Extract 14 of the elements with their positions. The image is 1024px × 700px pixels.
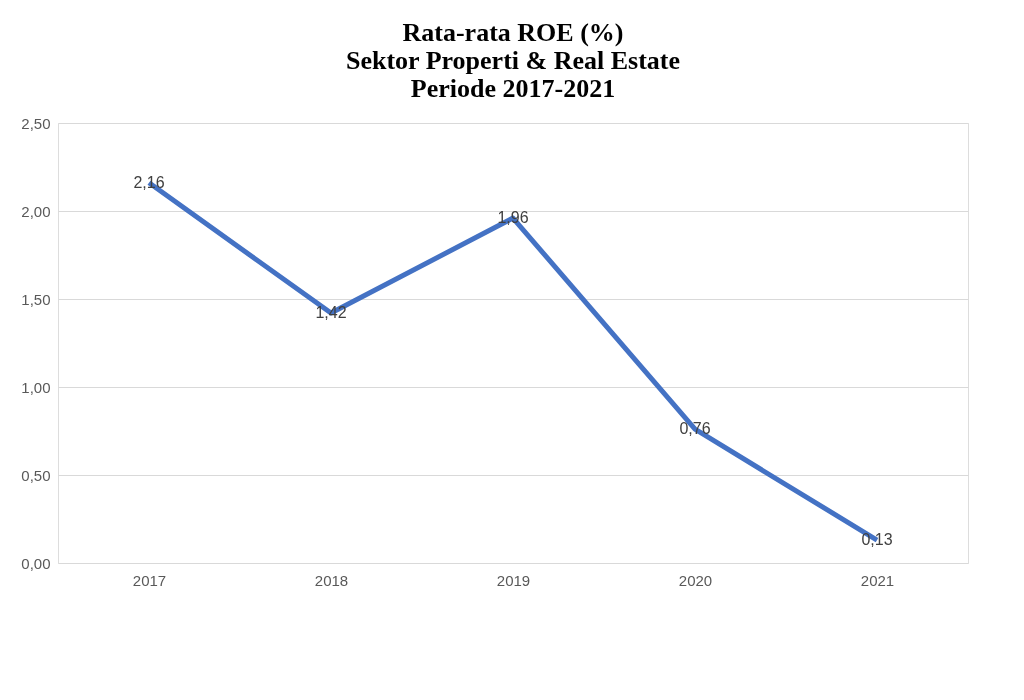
data-label: 2,16 [133, 173, 165, 191]
y-tick-label: 2,50 [21, 114, 51, 132]
y-tick-label: 1,00 [21, 378, 51, 396]
y-tick-label: 0,00 [21, 554, 51, 572]
x-tick-label: 2020 [678, 571, 713, 589]
x-tick-label: 2017 [132, 571, 167, 589]
x-tick-label: 2018 [314, 571, 349, 589]
data-label: 0,13 [861, 531, 893, 549]
x-tick-label: 2019 [496, 571, 531, 589]
chart-title: Rata-rata ROE (%) Sektor Properti & Real Estate Periode 2017-2021 [345, 18, 681, 103]
y-tick-label: 2,00 [21, 202, 51, 220]
y-tick-label: 0,50 [21, 466, 51, 484]
y-tick-label: 1,50 [21, 290, 51, 308]
x-tick-label: 2021 [860, 571, 895, 589]
